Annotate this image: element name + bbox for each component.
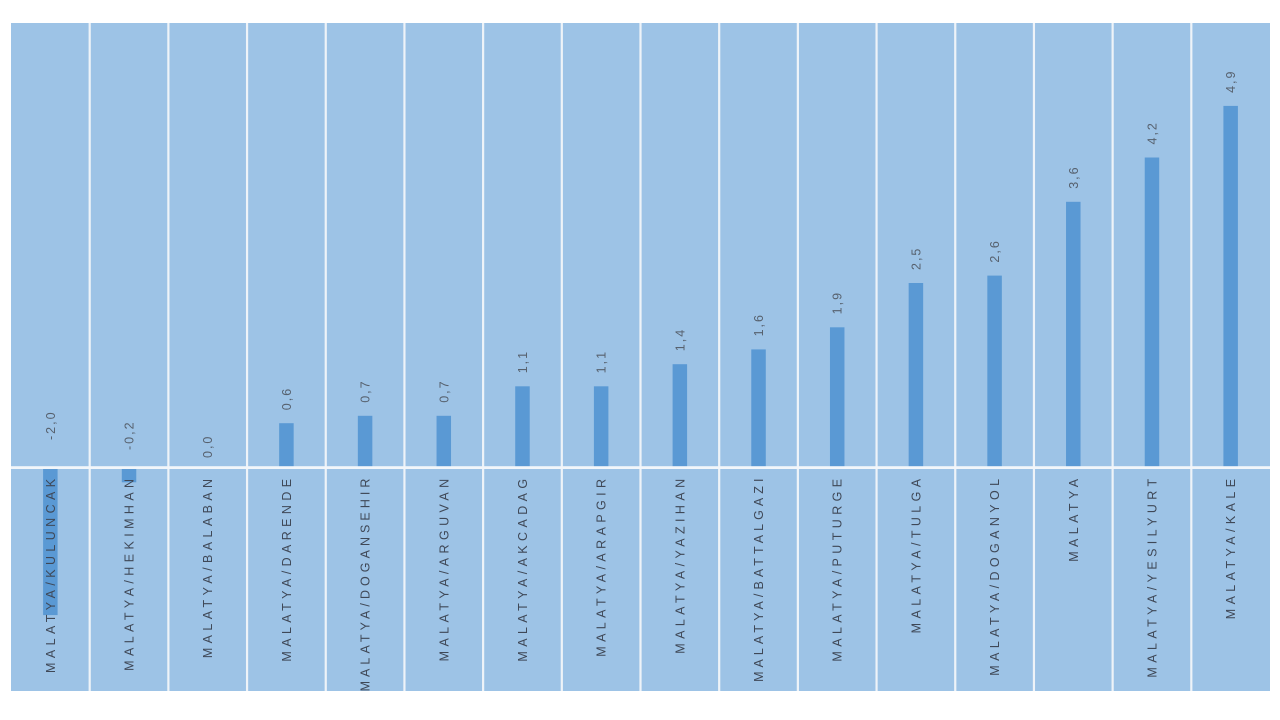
svg-text:0,0: 0,0 (201, 435, 215, 458)
svg-text:1,1: 1,1 (595, 350, 609, 373)
svg-text:MALATYA/BATTALGAZI: MALATYA/BATTALGAZI (752, 475, 766, 682)
svg-text:-2,0: -2,0 (44, 410, 58, 440)
svg-text:2,5: 2,5 (909, 247, 923, 270)
svg-text:2,6: 2,6 (988, 239, 1002, 262)
svg-text:1,4: 1,4 (673, 328, 687, 351)
svg-text:MALATYA/ARGUVAN: MALATYA/ARGUVAN (437, 475, 451, 662)
svg-text:MALATYA/TULGA: MALATYA/TULGA (909, 475, 923, 634)
svg-text:MALATYA/DOGANSEHIR: MALATYA/DOGANSEHIR (359, 474, 373, 691)
svg-text:4,2: 4,2 (1146, 121, 1160, 144)
svg-text:MALATYA/PUTURGE: MALATYA/PUTURGE (831, 474, 845, 661)
svg-text:0,6: 0,6 (280, 387, 294, 410)
svg-text:0,7: 0,7 (437, 379, 451, 402)
svg-text:MALATYA/DARENDE: MALATYA/DARENDE (280, 475, 294, 662)
svg-text:1,9: 1,9 (831, 291, 845, 314)
svg-text:MALATYA/YAZIHAN: MALATYA/YAZIHAN (673, 475, 687, 654)
svg-text:-0,2: -0,2 (123, 420, 137, 450)
svg-text:1,6: 1,6 (752, 313, 766, 336)
svg-text:MALATYA/DOGANYOL: MALATYA/DOGANYOL (988, 475, 1002, 676)
svg-text:MALATYA/ARAPGIR: MALATYA/ARAPGIR (595, 475, 609, 657)
svg-text:1,1: 1,1 (516, 350, 530, 373)
svg-text:MALATYA/HEKIMHAN: MALATYA/HEKIMHAN (123, 475, 137, 671)
svg-text:MALATYA/KULUNCAK: MALATYA/KULUNCAK (44, 475, 58, 673)
svg-text:3,6: 3,6 (1067, 165, 1081, 188)
svg-text:MALATYA: MALATYA (1067, 475, 1081, 562)
svg-text:4,9: 4,9 (1224, 70, 1238, 93)
svg-text:MALATYA/BALABAN: MALATYA/BALABAN (201, 475, 215, 659)
svg-text:MALATYA/AKCADAG: MALATYA/AKCADAG (516, 475, 530, 662)
svg-text:MALATYA/YESILYURT: MALATYA/YESILYURT (1146, 475, 1160, 678)
svg-text:MALATYA/KALE: MALATYA/KALE (1224, 475, 1238, 620)
svg-text:0,7: 0,7 (359, 379, 373, 402)
